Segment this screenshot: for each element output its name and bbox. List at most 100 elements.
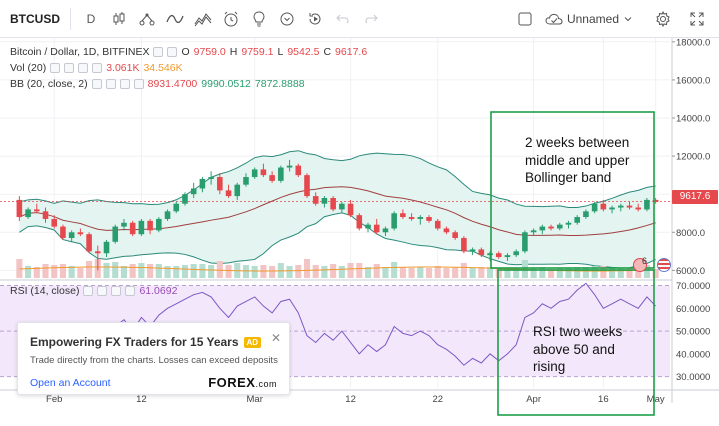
- volume-bar: [286, 266, 293, 278]
- low-value: 9542.5: [287, 46, 320, 58]
- visibility-toggle-icon[interactable]: [153, 47, 164, 57]
- toolbar-right: Unnamed: [511, 0, 711, 38]
- volume-bar: [59, 264, 66, 278]
- gear-icon[interactable]: [649, 5, 677, 33]
- candle-body: [391, 213, 397, 229]
- settings-icon[interactable]: [105, 79, 116, 89]
- compare-icon[interactable]: [133, 5, 161, 33]
- settings-icon[interactable]: [97, 286, 108, 296]
- candle-body: [25, 209, 31, 218]
- ideas-icon[interactable]: [245, 5, 273, 33]
- layout-menu[interactable]: Unnamed: [545, 12, 633, 26]
- settings-icon[interactable]: [167, 47, 178, 57]
- undo-icon[interactable]: [329, 5, 357, 33]
- forex-logo-text: FOREX: [208, 375, 256, 390]
- bb-annotation: 2 weeks between middle and upper Bolling…: [525, 134, 629, 187]
- volume-bar: [138, 263, 145, 278]
- candle-body: [644, 199, 650, 210]
- templates-icon[interactable]: [189, 5, 217, 33]
- chevron-down-icon[interactable]: [273, 5, 301, 33]
- candle: [530, 228, 537, 237]
- candle: [60, 224, 66, 240]
- volume-bar: [155, 264, 162, 278]
- event-marker-icon[interactable]: [633, 258, 647, 272]
- candle: [121, 218, 127, 231]
- volume-bar: [338, 266, 345, 278]
- candle-body: [495, 253, 502, 258]
- close-icon[interactable]: ✕: [270, 331, 281, 345]
- fullscreen-icon[interactable]: [683, 5, 711, 33]
- candle: [77, 228, 84, 237]
- candle-body: [574, 217, 580, 223]
- remove-icon[interactable]: [119, 79, 130, 89]
- volume-bar: [582, 267, 589, 278]
- candle-body: [68, 232, 75, 238]
- candle: [86, 232, 92, 254]
- volume-bar: [225, 265, 232, 278]
- bb-lower-line: [19, 212, 656, 269]
- volume-label: Vol (20): [10, 62, 47, 74]
- alert-icon[interactable]: [217, 5, 245, 33]
- candle: [382, 226, 389, 237]
- volume-bar: [617, 268, 624, 278]
- candle: [461, 236, 467, 254]
- candle: [138, 218, 145, 237]
- redo-icon[interactable]: [357, 5, 385, 33]
- volume-bar: [600, 266, 607, 278]
- visibility-toggle-icon[interactable]: [50, 63, 61, 73]
- time-axis-label: 22: [432, 394, 443, 405]
- candle: [452, 230, 458, 240]
- volume-bar: [452, 267, 459, 278]
- bb-legend: BB (20, close, 2) 8931.4700 9990.0512 78…: [10, 78, 305, 90]
- ad-popup[interactable]: Empowering FX Traders for 15 Years AD ✕ T…: [17, 322, 290, 395]
- remove-icon[interactable]: [78, 63, 89, 73]
- candle: [365, 222, 371, 233]
- volume-bar: [356, 263, 363, 278]
- candle: [173, 201, 180, 214]
- candle-body: [103, 241, 110, 254]
- time-axis-label: 12: [345, 394, 356, 405]
- rsi-axis-label: 60.0000: [676, 304, 710, 315]
- more-icon[interactable]: [133, 79, 144, 89]
- candle-body: [434, 220, 441, 229]
- remove-icon[interactable]: [111, 286, 122, 296]
- candle-body: [408, 217, 415, 219]
- rsi-annotation-box: [497, 269, 655, 416]
- candle-body: [86, 234, 92, 252]
- bb-label: BB (20, close, 2): [10, 78, 88, 90]
- more-icon[interactable]: [92, 63, 103, 73]
- candle-body: [173, 203, 180, 212]
- rsi-label: RSI (14, close): [10, 285, 80, 297]
- rsi-value: 61.0692: [139, 285, 178, 297]
- candle: [652, 198, 659, 204]
- candle: [417, 215, 424, 225]
- open-account-link[interactable]: Open an Account: [30, 377, 111, 389]
- candle-body: [243, 177, 249, 185]
- candle: [391, 211, 397, 231]
- candles-icon[interactable]: [105, 5, 133, 33]
- candle-body: [339, 203, 345, 210]
- visibility-toggle-icon[interactable]: [83, 286, 94, 296]
- settings-icon[interactable]: [64, 63, 75, 73]
- volume-bar: [129, 264, 136, 278]
- candle-body: [426, 217, 432, 221]
- bb-annotation-line: 2 weeks between: [525, 135, 630, 150]
- candle-body: [443, 228, 450, 233]
- volume-bar: [635, 268, 642, 278]
- symbol-search[interactable]: BTCUSD: [10, 11, 60, 26]
- candle: [234, 182, 241, 200]
- candle: [278, 165, 284, 183]
- replay-icon[interactable]: [301, 5, 329, 33]
- indicators-icon[interactable]: [161, 5, 189, 33]
- candle: [339, 201, 345, 214]
- volume-bar: [626, 268, 633, 278]
- volume-bar: [86, 261, 93, 278]
- candle-body: [234, 184, 241, 197]
- flag-icon[interactable]: [657, 258, 671, 272]
- volume-bar: [173, 266, 180, 278]
- candle: [408, 213, 415, 221]
- more-icon[interactable]: [125, 286, 136, 296]
- interval-button[interactable]: D: [86, 11, 96, 26]
- visibility-toggle-icon[interactable]: [91, 79, 102, 89]
- fullscreen-select-icon[interactable]: [511, 5, 539, 33]
